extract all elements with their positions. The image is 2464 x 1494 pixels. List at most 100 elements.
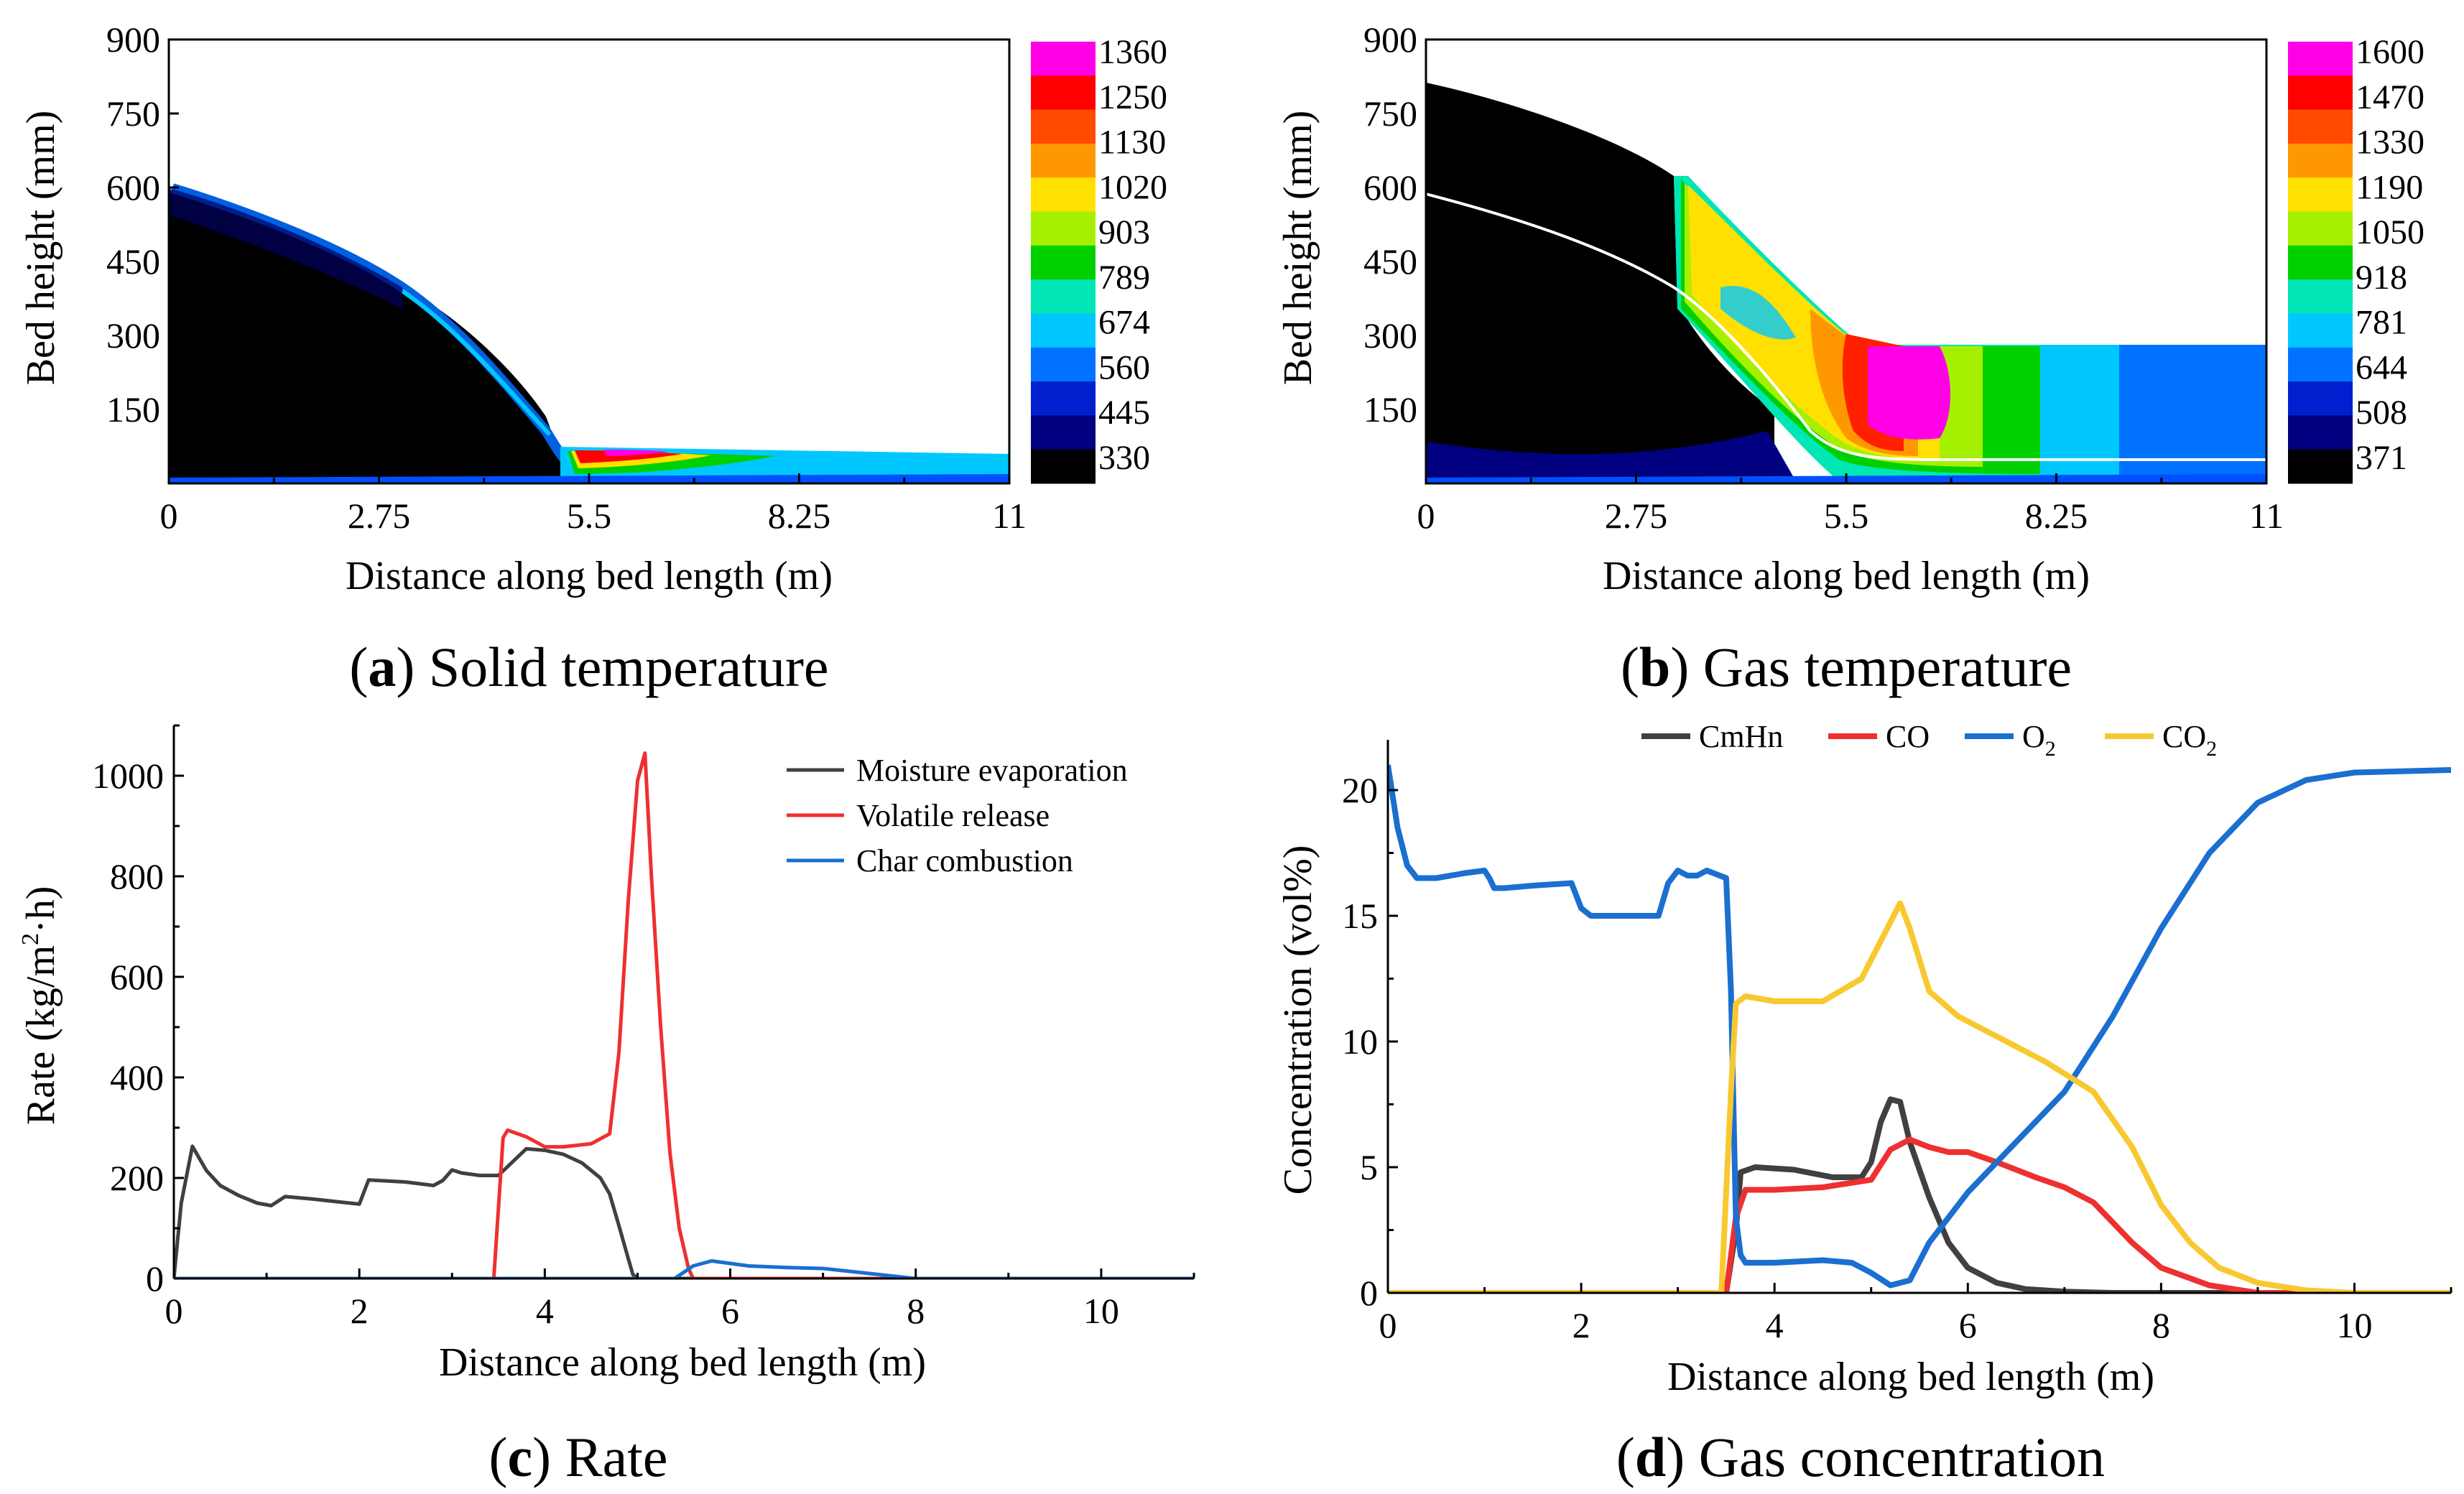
x-tick-label: 6 [1959,1305,1977,1345]
caption-text-d: Gas concentration [1699,1426,2105,1488]
x-tick-label: 8.25 [768,496,831,536]
y-ticks-a: 150 300 450 600 750 900 [106,19,179,430]
x-ticks-d: 0 2 4 6 8 10 [1379,1283,2453,1345]
colorbar-swatch [1031,109,1096,144]
gas-cyan-tail [2040,345,2119,481]
x-ticks-c: 0 2 4 6 8 10 [165,1268,1195,1331]
x-tick-label: 10 [1083,1291,1119,1331]
colorbar-swatch [1031,347,1096,382]
colorbar-label: 371 [2356,439,2407,477]
x-axis-label-a: Distance along bed length (m) [346,554,833,598]
caption-text-c: Rate [565,1426,668,1488]
caption-letter-b: b [1639,636,1670,698]
gas-navy-bottom [1426,431,1796,481]
y-tick-label: 150 [106,389,160,430]
colorbar-label: 781 [2356,304,2407,342]
legend-label: CO2 [2162,719,2217,761]
caption-text-a: Solid temperature [429,636,829,698]
colorbar-swatch [2288,177,2353,213]
heatmap-gas-temperature [1426,83,2266,483]
y-tick-label: 400 [110,1057,164,1098]
heatmap-solid-temperature [169,183,1009,483]
colorbar-swatch [1031,75,1096,111]
series-line-co [1388,1136,2451,1293]
y-tick-label: 450 [1363,241,1417,282]
colorbar-swatch [1031,177,1096,213]
panel-gas-concentration: 0 2 4 6 8 10 0 5 10 15 20 CmHn CO O2 CO2 Distance al… [1276,719,2453,1488]
legend-label: Volatile release [856,798,1050,833]
colorbar-swatch [2288,109,2353,144]
series-line-co2 [1388,900,2451,1293]
legend-rate: Moisture evaporation Volatile release Char… [787,753,1128,878]
caption-letter-c: c [507,1426,532,1488]
x-ticks-a: 0 2.75 5.5 8.25 11 [160,473,1027,536]
colorbar-swatch [2288,245,2353,280]
gas-bed-black [1426,83,1774,481]
y-tick-label: 900 [106,19,160,60]
colorbar-swatch [1031,313,1096,348]
caption-a: (a) Solid temperature [349,636,828,698]
colorbar-label: 560 [1098,348,1150,386]
y-axis-label-b: Bed height (mm) [1276,111,1320,386]
x-tick-label: 6 [721,1291,739,1331]
panel-solid-temperature: 0 2.75 5.5 8.25 11 150 300 450 600 750 900 Distan… [19,19,1167,698]
legend-label: O2 [2022,719,2056,761]
colorbar-label: 1600 [2356,33,2424,71]
y-tick-label: 0 [146,1258,164,1299]
colorbar-swatch [2288,381,2353,416]
caption-text-b: Gas temperature [1703,636,2072,698]
colorbar-a: 1360 1250 1130 1020 903 789 674 560 445 330 [1031,33,1167,484]
colorbar-label: 445 [1098,394,1150,432]
legend-label-subscript: 2 [2206,737,2217,761]
bed-surface-line [1426,192,2266,461]
colorbar-swatch [1031,279,1096,314]
x-tick-label: 2.75 [348,496,411,536]
y-tick-label: 200 [110,1158,164,1198]
y-tick-label: 1000 [92,756,164,796]
x-tick-label: 8 [2152,1305,2170,1345]
caption-letter-a: a [368,636,396,698]
colorbar-label: 1360 [1098,33,1167,71]
caption-d: (d) Gas concentration [1616,1426,2105,1488]
x-tick-label: 5.5 [567,496,612,536]
y-tick-label: 300 [106,315,160,356]
caption-b: (b) Gas temperature [1621,636,2072,698]
y-tick-label: 750 [106,93,160,134]
panel-rate: 0 2 4 6 8 10 0 200 400 600 800 1000 Moisture evapo… [17,724,1195,1488]
colorbar-label: 1190 [2356,168,2423,206]
series-line-o2 [1388,764,2451,1289]
bed-edge-cyan [401,289,552,437]
x-tick-label: 0 [165,1291,183,1331]
lines-rate [174,751,1194,1279]
legend-label: CmHn [1699,719,1783,754]
colorbar-label: 1020 [1098,168,1167,206]
colorbar-swatch [2288,313,2353,348]
y-axis-label-c-sup: 2 [17,933,44,945]
colorbar-label: 918 [2356,259,2407,297]
y-tick-label: 0 [1360,1273,1378,1313]
colorbar-swatch [2288,279,2353,314]
colorbar-swatch [2288,42,2353,76]
x-tick-label: 2 [351,1291,369,1331]
bed-dark-region [169,190,568,481]
x-ticks-b: 0 2.75 5.5 8.25 11 [1417,473,2284,536]
legend-gas-concentration: CmHn CO O2 CO2 [1641,719,2217,761]
y-tick-label: 10 [1342,1021,1378,1062]
bed-top-navy [169,188,402,309]
y-axis-label-a: Bed height (mm) [19,111,63,386]
x-tick-label: 4 [536,1291,554,1331]
gas-blue-tail [2119,345,2266,481]
hot-zone-red [575,450,682,463]
x-tick-label: 2.75 [1605,496,1668,536]
y-tick-label: 600 [110,957,164,997]
x-tick-label: 5.5 [1824,496,1869,536]
colorbar-label: 674 [1098,304,1150,342]
y-ticks-b: 150 300 450 600 750 900 [1363,19,1436,430]
y-tick-label: 750 [1363,93,1417,134]
series-line-cmhn [1388,1096,2451,1293]
colorbar-label: 1250 [1098,78,1167,116]
colorbar-swatch [2288,347,2353,382]
series-line-volatile-release [174,751,1194,1279]
colorbar-swatch [1031,449,1096,484]
